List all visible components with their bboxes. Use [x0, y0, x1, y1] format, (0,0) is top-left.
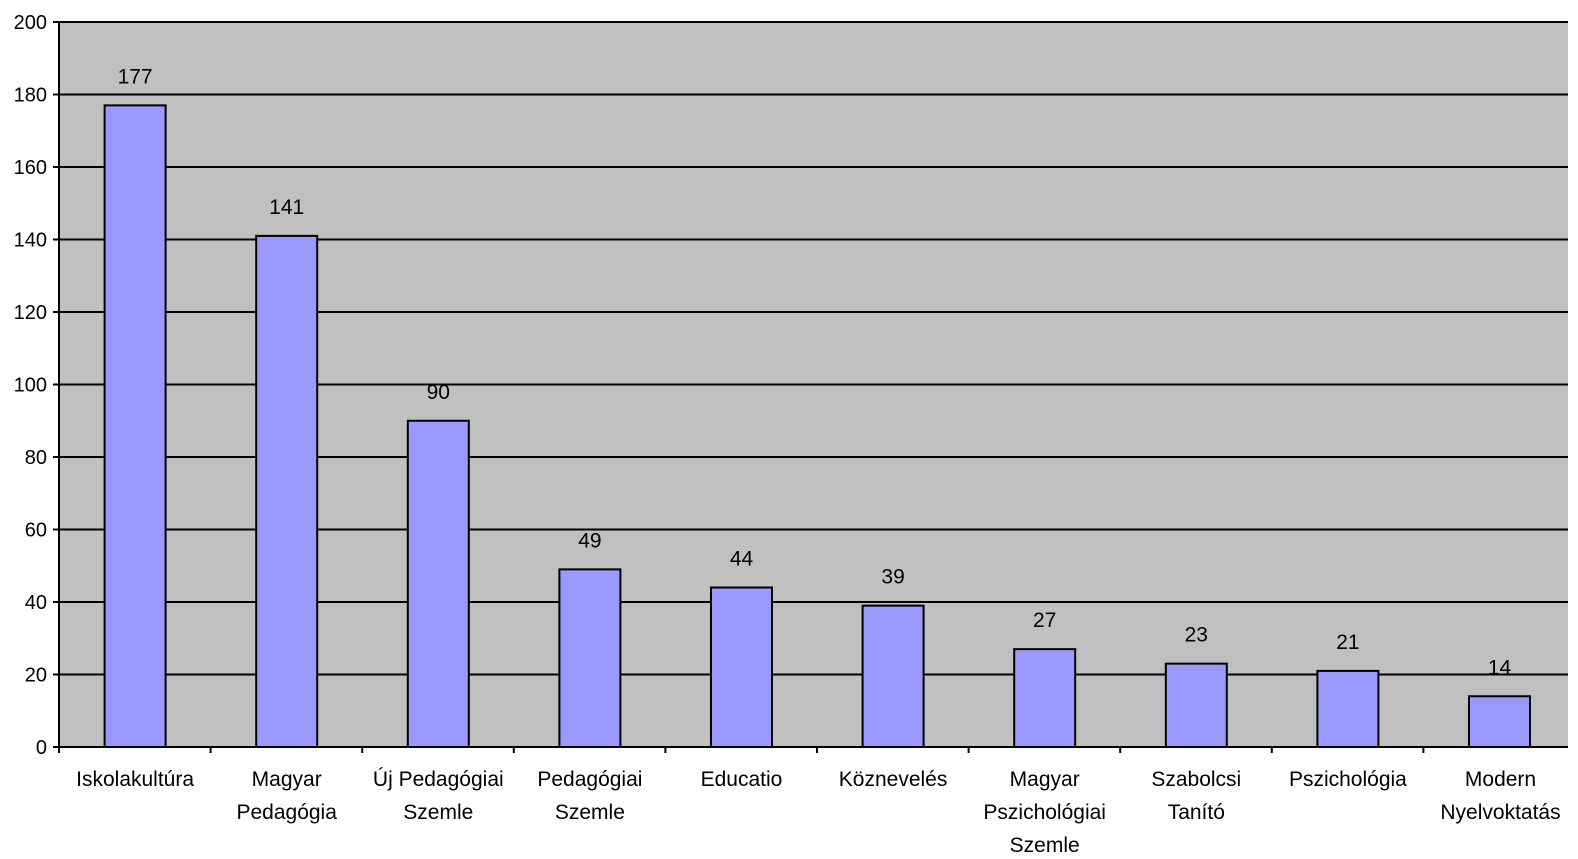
y-tick-label: 120	[14, 302, 47, 324]
y-tick-label: 100	[14, 375, 47, 397]
x-category-label: Magyar Pedagógia	[236, 768, 337, 824]
y-tick-label: 80	[25, 447, 47, 469]
x-category-label: Pszichológia	[1289, 768, 1407, 791]
bar	[1013, 648, 1077, 748]
bar	[103, 104, 167, 748]
y-tick-label: 20	[25, 665, 47, 687]
x-category-label: Szabolcsi Tanító	[1151, 768, 1241, 824]
y-tick-label: 180	[14, 85, 47, 107]
x-category-label: Pedagógiai Szemle	[537, 768, 642, 824]
bar	[255, 234, 319, 748]
data-label: 90	[427, 381, 450, 404]
bars	[103, 104, 1531, 748]
y-tick-label: 200	[14, 12, 47, 34]
y-tick-label: 60	[25, 520, 47, 542]
y-tick-labels: 0 20 40 60 80 100 120 140 160 180 200	[14, 12, 47, 759]
data-label: 21	[1336, 631, 1359, 654]
x-category-label: Új Pedagógiai Szemle	[373, 768, 504, 824]
data-label: 23	[1185, 624, 1208, 647]
bar	[861, 604, 925, 748]
bar	[1468, 695, 1531, 748]
bar	[1164, 662, 1228, 748]
y-tick-label: 0	[36, 737, 47, 759]
y-tick-label: 40	[25, 592, 47, 614]
bar	[406, 419, 470, 748]
bar	[558, 568, 622, 748]
data-label: 44	[730, 548, 754, 571]
data-label: 177	[118, 65, 153, 88]
data-label: 39	[881, 566, 904, 589]
x-category-label: Modern Nyelvoktatás	[1440, 768, 1560, 824]
y-tick-label: 160	[14, 157, 47, 179]
x-category-label: Educatio	[701, 768, 783, 791]
x-category-label: Köznevelés	[839, 768, 948, 791]
bar	[710, 586, 773, 748]
axes	[53, 21, 1568, 753]
data-label: 141	[269, 196, 304, 219]
x-category-label: Magyar Pszichológiai Szemle	[983, 768, 1106, 857]
y-tick-label: 140	[14, 230, 47, 252]
bar	[1316, 669, 1380, 748]
data-label: 14	[1488, 656, 1512, 679]
data-labels: 177 141 90 49 44 39 27 23 21 14	[118, 65, 1512, 679]
data-label: 27	[1033, 609, 1056, 632]
data-label: 49	[578, 529, 601, 552]
x-category-label: Iskolakultúra	[76, 768, 194, 791]
x-category-labels: Iskolakultúra Magyar Pedagógia Új Pedagógia…	[76, 768, 1560, 857]
